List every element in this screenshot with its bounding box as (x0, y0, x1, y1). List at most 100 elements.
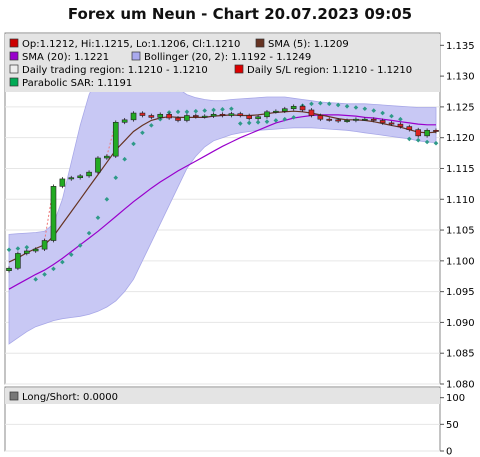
psar-point (131, 141, 136, 147)
y-tick-label: 1.090 (446, 318, 475, 329)
y-tick-label: 1.095 (446, 287, 475, 298)
candle (397, 123, 404, 127)
candle (326, 118, 333, 121)
lower-legend-background (5, 388, 440, 404)
psar-point (282, 116, 288, 122)
y-tick-label: 1.120 (446, 133, 475, 144)
psar-point (33, 277, 38, 282)
psar-point (371, 108, 377, 113)
psar-point (362, 106, 368, 112)
daily-region-legend: Daily trading region: 1.1210 - 1.1210 (22, 65, 208, 76)
candle (415, 129, 422, 137)
y-tick-label: 1.105 (446, 226, 475, 237)
y-tick-label: 1.085 (446, 349, 475, 360)
psar-point (389, 113, 394, 119)
candle (370, 118, 377, 121)
psar-point (229, 106, 234, 112)
bollinger-legend: Bollinger (20, 2): 1.1192 - 1.1249 (144, 52, 311, 63)
candle (246, 115, 252, 119)
lower-tick-label: 100 (446, 393, 465, 404)
psar-point (237, 121, 243, 126)
sma20-legend: SMA (20): 1.1221 (22, 52, 109, 63)
psar-point (42, 272, 47, 277)
candle-layer (6, 104, 439, 273)
psar-point (309, 101, 314, 107)
candle (15, 253, 21, 269)
candle (379, 120, 386, 124)
psar-point (415, 137, 421, 143)
candle (228, 113, 235, 116)
psar-point (264, 119, 270, 124)
candle (210, 113, 217, 117)
chart-title: Forex um Neun - Chart 20.07.2023 09:05 (68, 5, 412, 23)
psar-point (398, 116, 403, 122)
candle (184, 115, 190, 121)
candle (290, 105, 297, 110)
candle (139, 112, 146, 116)
candle (255, 116, 261, 119)
candle (41, 240, 48, 250)
psar-point (15, 246, 21, 251)
candle (130, 112, 137, 121)
candle (406, 126, 413, 130)
candle (157, 113, 164, 118)
y-tick-label: 1.115 (446, 164, 475, 175)
bollinger-swatch (131, 51, 141, 61)
psar-point (220, 107, 225, 112)
candle (175, 117, 181, 121)
psar-point (353, 105, 359, 110)
candle (424, 129, 430, 137)
candle (264, 111, 270, 118)
psar-point (104, 196, 110, 202)
sma5-legend: SMA (5): 1.1209 (268, 39, 349, 50)
daily-sl-swatch (234, 64, 244, 74)
main-legend: Op:1.1212, Hi:1.1215, Lo:1.1206, Cl:1.12… (5, 34, 440, 92)
price-axis: 1.080 1.085 1.090 1.095 1.100 1.105 1.110 1.115… (440, 41, 475, 391)
candle (166, 113, 172, 119)
candle (299, 105, 306, 111)
psar-point (246, 120, 252, 126)
candle (281, 108, 288, 112)
ohlc-legend: Op:1.1212, Hi:1.1215, Lo:1.1206, Cl:1.12… (22, 39, 240, 50)
candle (68, 177, 75, 180)
candle (219, 113, 226, 116)
daily-sl-legend: Daily S/L region: 1.1210 - 1.1210 (247, 65, 412, 76)
candle (201, 115, 208, 118)
lower-tick-label: 50 (446, 420, 459, 431)
y-tick-label: 1.100 (446, 256, 475, 267)
long-short-axis: 100 50 0 (440, 393, 465, 457)
psar-point (344, 103, 350, 109)
psar-point (140, 130, 145, 136)
psar-point (380, 110, 385, 116)
psar-point (273, 118, 279, 123)
candle (388, 122, 395, 125)
y-tick-label: 1.080 (446, 380, 475, 391)
psar-point (113, 175, 119, 181)
daily-region-swatch (9, 64, 19, 74)
candle (59, 178, 66, 187)
candle (273, 110, 279, 113)
candle (344, 120, 350, 122)
candle (77, 175, 83, 179)
candle (317, 115, 324, 120)
psar-point (193, 108, 199, 114)
candle (433, 129, 439, 132)
lower-tick-label: 0 (446, 447, 452, 457)
candle (95, 157, 101, 173)
psar-point (291, 115, 296, 120)
candle (362, 118, 368, 121)
psar-point (60, 259, 65, 265)
candle (237, 113, 244, 116)
candle (308, 109, 315, 116)
ohlc-swatch (9, 38, 19, 48)
psar-point (68, 252, 74, 257)
psar-legend: Parabolic SAR: 1.1191 (22, 78, 132, 89)
candle (148, 115, 155, 118)
candle (6, 267, 12, 271)
y-tick-label: 1.135 (446, 41, 475, 52)
legend-background (5, 34, 440, 92)
sma5-swatch (255, 38, 265, 48)
psar-point (149, 123, 154, 128)
candle (112, 121, 119, 157)
